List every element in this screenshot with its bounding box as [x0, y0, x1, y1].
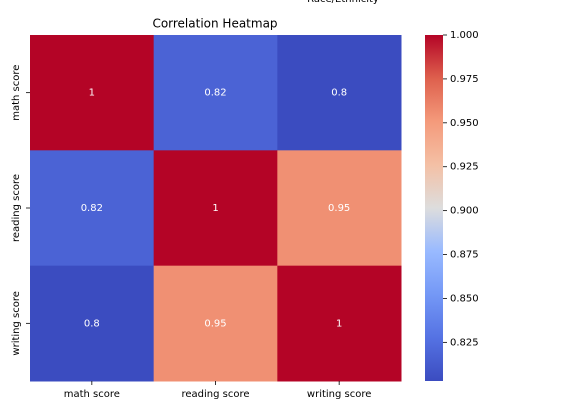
heatmap-cell: [277, 150, 402, 267]
colorbar-tick-label: 0.850: [450, 293, 479, 304]
cell-label: 1: [89, 88, 95, 99]
heatmap-cell: [153, 150, 278, 267]
cell-label: 1: [336, 318, 342, 329]
heatmap-cell: [153, 265, 278, 382]
heatmap-cell: [277, 265, 402, 382]
cell-label: 0.95: [328, 203, 350, 214]
cell-label: 0.8: [331, 88, 347, 99]
colorbar-tick-label: 0.825: [450, 337, 479, 348]
colorbar-tick-label: 0.950: [450, 118, 479, 129]
cell-label: 1: [212, 203, 218, 214]
cell-label: 0.82: [204, 88, 226, 99]
x-tick-label: math score: [64, 389, 120, 400]
colorbar: [425, 35, 443, 381]
heatmap-cell: [277, 35, 402, 151]
colorbar-tick-label: 1.000: [450, 30, 479, 41]
annotation: Race/Ethnicity: [307, 0, 379, 5]
heatmap-cell: [153, 35, 278, 151]
y-tick-label: writing score: [11, 291, 22, 356]
cell-label: 0.8: [84, 318, 100, 329]
colorbar-tick-label: 0.900: [450, 206, 479, 217]
cell-label: 0.95: [204, 318, 226, 329]
colorbar-tick-label: 0.875: [450, 250, 479, 261]
heatmap-cell: [30, 265, 155, 382]
chart-title: Correlation Heatmap: [152, 17, 277, 31]
y-tick-label: math score: [11, 65, 22, 121]
x-tick-label: reading score: [181, 389, 249, 400]
heatmap-cell: [30, 150, 155, 267]
colorbar-tick-label: 0.975: [450, 74, 479, 85]
x-tick-label: writing score: [307, 389, 372, 400]
heatmap-cell: [30, 35, 155, 151]
colorbar-tick-label: 0.925: [450, 162, 479, 173]
y-tick-label: reading score: [11, 174, 22, 242]
cell-label: 0.82: [81, 203, 103, 214]
